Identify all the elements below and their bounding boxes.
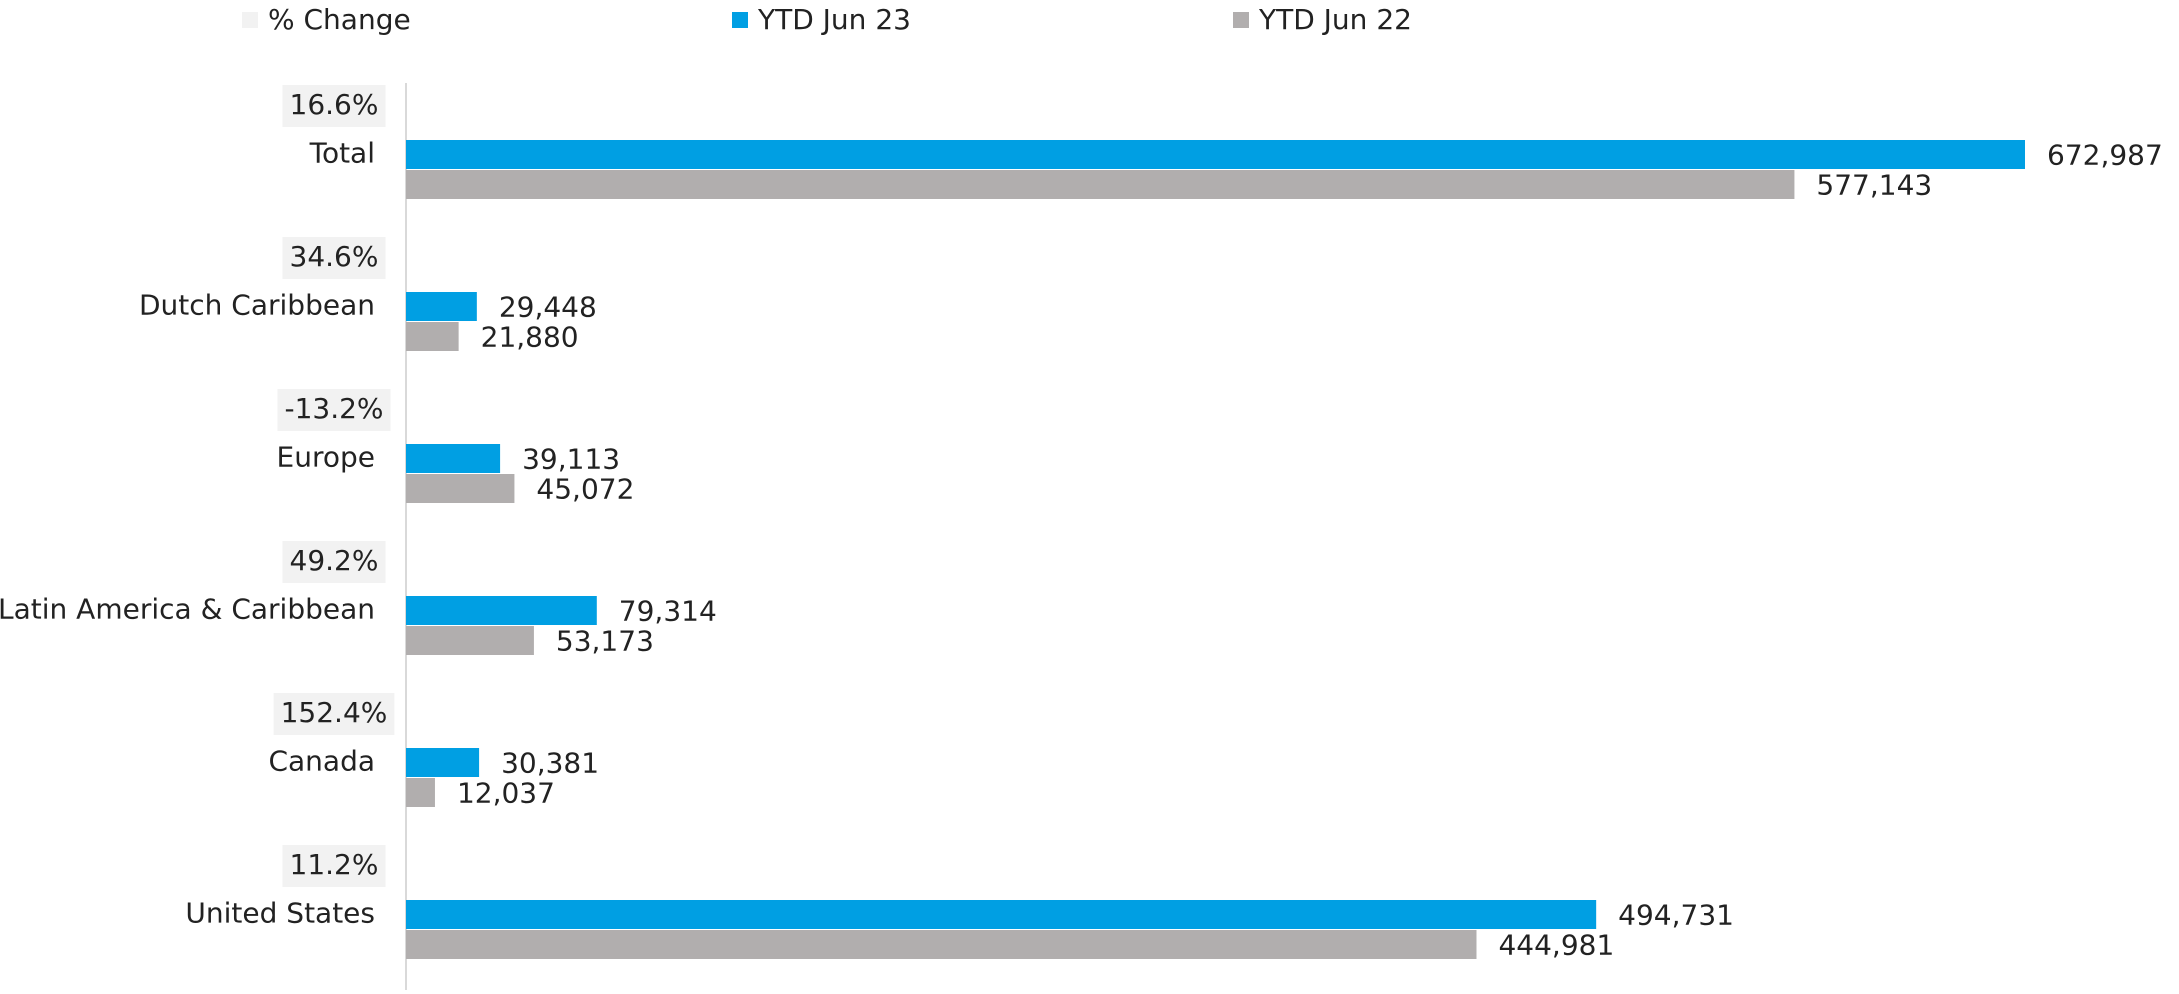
pct-label: 11.2%: [282, 845, 386, 887]
pct-label: -13.2%: [277, 389, 391, 431]
bar: [406, 900, 1597, 929]
bar: [406, 322, 459, 351]
bar: [406, 778, 435, 807]
category-label: United States: [185, 897, 375, 930]
pct-text: 49.2%: [290, 544, 379, 577]
bar: [406, 596, 597, 625]
category-label: Total: [309, 137, 375, 170]
legend-swatch: [732, 12, 748, 28]
legend-swatch: [242, 12, 258, 28]
value-label: 494,731: [1618, 899, 1734, 932]
pct-box: [273, 693, 395, 735]
legend-label: YTD Jun 22: [1258, 3, 1412, 36]
value-label: 12,037: [457, 777, 555, 810]
pct-box: [282, 85, 386, 127]
value-label: 45,072: [536, 473, 634, 506]
legend-label: YTD Jun 23: [757, 3, 911, 36]
value-label: 444,981: [1498, 929, 1614, 962]
pct-box: [277, 389, 391, 431]
legend-label: % Change: [268, 3, 411, 36]
pct-box: [282, 237, 386, 279]
value-label: 577,143: [1816, 169, 1932, 202]
pct-text: 34.6%: [290, 240, 379, 273]
category-label: Canada: [268, 745, 375, 778]
pct-label: 16.6%: [282, 85, 386, 127]
bar: [406, 474, 515, 503]
category-label: Europe: [277, 441, 375, 474]
category-label: Dutch Caribbean: [139, 289, 375, 322]
pct-label: 49.2%: [282, 541, 386, 583]
pct-box: [282, 845, 386, 887]
legend-swatch: [1233, 12, 1249, 28]
value-label: 30,381: [501, 747, 599, 780]
bar: [406, 140, 2025, 169]
value-label: 39,113: [522, 443, 620, 476]
pct-text: -13.2%: [284, 392, 383, 425]
pct-text: 11.2%: [290, 848, 379, 881]
value-label: 29,448: [499, 291, 597, 324]
value-label: 53,173: [556, 625, 654, 658]
bar: [406, 444, 501, 473]
bar: [406, 170, 1795, 199]
bar: [406, 292, 477, 321]
pct-text: 152.4%: [281, 696, 388, 729]
value-label: 672,987: [2047, 139, 2163, 172]
bar: [406, 748, 480, 777]
pct-label: 34.6%: [282, 237, 386, 279]
value-label: 79,314: [619, 595, 717, 628]
category-label: Latin America & Caribbean: [0, 593, 375, 626]
bar: [406, 930, 1477, 959]
pct-label: 152.4%: [273, 693, 395, 735]
value-label: 21,880: [481, 321, 579, 354]
pct-text: 16.6%: [290, 88, 379, 121]
pct-box: [282, 541, 386, 583]
bar: [406, 626, 534, 655]
